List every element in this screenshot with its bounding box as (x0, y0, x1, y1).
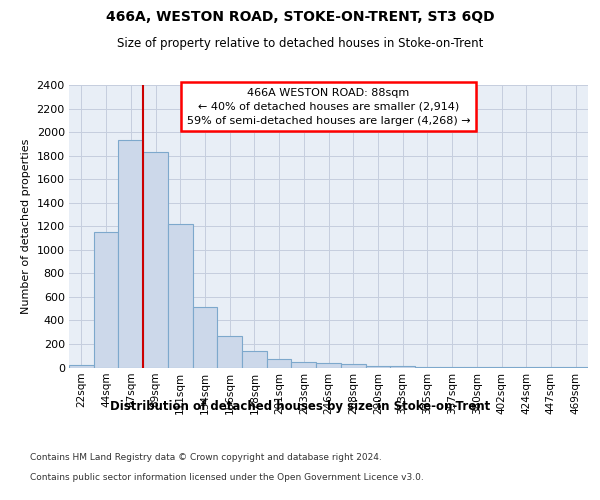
Text: 466A, WESTON ROAD, STOKE-ON-TRENT, ST3 6QD: 466A, WESTON ROAD, STOKE-ON-TRENT, ST3 6… (106, 10, 494, 24)
Bar (193, 308, 217, 368)
Text: Size of property relative to detached houses in Stoke-on-Trent: Size of property relative to detached ho… (117, 38, 483, 51)
Bar (94, 232, 118, 368)
Text: Contains HM Land Registry data © Crown copyright and database right 2024.: Contains HM Land Registry data © Crown c… (30, 452, 382, 462)
Bar (316, 364, 341, 368)
Bar (69, 364, 94, 368)
Bar (440, 367, 464, 368)
Text: Contains public sector information licensed under the Open Government Licence v3: Contains public sector information licen… (30, 472, 424, 482)
Text: Distribution of detached houses by size in Stoke-on-Trent: Distribution of detached houses by size … (110, 400, 490, 413)
Bar (118, 140, 143, 368)
Bar (341, 364, 365, 368)
Bar (415, 366, 440, 368)
Bar (217, 336, 242, 368)
Bar (267, 360, 292, 368)
Y-axis label: Number of detached properties: Number of detached properties (21, 138, 31, 314)
Text: 466A WESTON ROAD: 88sqm
← 40% of detached houses are smaller (2,914)
59% of semi: 466A WESTON ROAD: 88sqm ← 40% of detache… (187, 88, 470, 126)
Bar (168, 224, 193, 368)
Bar (390, 366, 415, 368)
Bar (143, 152, 168, 368)
Bar (242, 351, 267, 368)
Bar (365, 366, 390, 368)
Bar (464, 367, 489, 368)
Bar (292, 362, 316, 368)
